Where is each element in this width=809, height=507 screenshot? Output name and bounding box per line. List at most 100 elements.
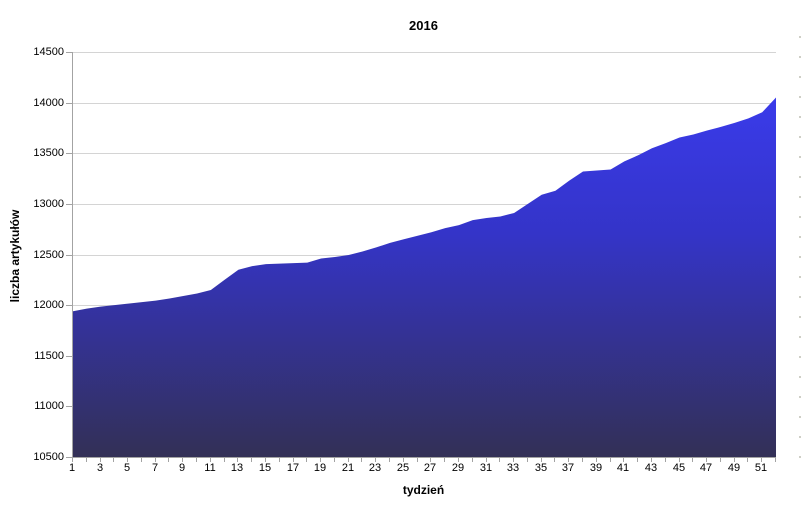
- x-tick-mark: [320, 458, 321, 462]
- y-tick-label: 13000: [33, 198, 64, 210]
- x-tick-mark: [706, 458, 707, 462]
- y-tick-mark: [66, 305, 72, 306]
- x-tick-label: 19: [313, 462, 327, 474]
- x-tick-mark: [692, 458, 693, 462]
- x-tick-mark: [348, 458, 349, 462]
- y-tick-mark: [66, 153, 72, 154]
- x-tick-mark: [486, 458, 487, 462]
- right-edge-dots: [799, 36, 801, 462]
- x-tick-mark: [747, 458, 748, 462]
- x-tick-label: 39: [589, 462, 603, 474]
- x-tick-mark: [168, 458, 169, 462]
- x-tick-mark: [499, 458, 500, 462]
- x-tick-mark: [361, 458, 362, 462]
- x-tick-label: 1: [68, 462, 76, 474]
- x-tick-mark: [623, 458, 624, 462]
- x-tick-mark: [568, 458, 569, 462]
- y-tick-label: 11500: [34, 350, 64, 362]
- area-series: [73, 97, 776, 457]
- x-tick-mark: [734, 458, 735, 462]
- y-tick-label: 13500: [33, 147, 64, 159]
- x-tick-label: 27: [423, 462, 437, 474]
- x-tick-mark: [513, 458, 514, 462]
- y-tick-label: 14500: [33, 46, 64, 58]
- plot-area: [72, 52, 776, 458]
- x-tick-mark: [196, 458, 197, 462]
- y-tick-label: 11000: [34, 400, 64, 412]
- x-tick-mark: [293, 458, 294, 462]
- y-tick-label: 10500: [33, 451, 64, 463]
- area-series-svg: [73, 52, 776, 457]
- x-tick-mark: [72, 458, 73, 462]
- x-tick-label: 35: [534, 462, 548, 474]
- x-tick-mark: [610, 458, 611, 462]
- x-tick-mark: [113, 458, 114, 462]
- x-tick-mark: [582, 458, 583, 462]
- x-tick-mark: [541, 458, 542, 462]
- x-tick-mark: [210, 458, 211, 462]
- y-tick-label: 12000: [33, 299, 64, 311]
- x-tick-mark: [472, 458, 473, 462]
- x-tick-mark: [251, 458, 252, 462]
- x-tick-mark: [155, 458, 156, 462]
- x-tick-mark: [100, 458, 101, 462]
- y-tick-label: 14000: [33, 97, 64, 109]
- x-tick-label: 43: [644, 462, 658, 474]
- x-tick-label: 41: [616, 462, 630, 474]
- x-tick-mark: [596, 458, 597, 462]
- x-tick-mark: [86, 458, 87, 462]
- x-tick-mark: [761, 458, 762, 462]
- x-tick-label: 5: [123, 462, 131, 474]
- y-tick-mark: [66, 457, 72, 458]
- y-tick-mark: [66, 103, 72, 104]
- x-tick-mark: [665, 458, 666, 462]
- y-tick-label: 12500: [33, 249, 64, 261]
- x-tick-mark: [237, 458, 238, 462]
- y-tick-mark: [66, 255, 72, 256]
- x-tick-mark: [141, 458, 142, 462]
- x-tick-mark: [403, 458, 404, 462]
- x-tick-label: 33: [506, 462, 520, 474]
- x-tick-mark: [554, 458, 555, 462]
- x-tick-label: 15: [258, 462, 272, 474]
- x-tick-mark: [224, 458, 225, 462]
- x-tick-mark: [389, 458, 390, 462]
- x-tick-mark: [637, 458, 638, 462]
- y-tick-mark: [66, 406, 72, 407]
- x-tick-mark: [375, 458, 376, 462]
- x-tick-label: 17: [286, 462, 300, 474]
- x-tick-mark: [720, 458, 721, 462]
- x-tick-mark: [334, 458, 335, 462]
- x-tick-mark: [679, 458, 680, 462]
- x-tick-mark: [417, 458, 418, 462]
- x-tick-mark: [651, 458, 652, 462]
- x-tick-mark: [182, 458, 183, 462]
- x-tick-label: 11: [204, 462, 216, 474]
- x-tick-label: 37: [561, 462, 575, 474]
- x-tick-label: 45: [672, 462, 686, 474]
- x-tick-mark: [127, 458, 128, 462]
- y-tick-mark: [66, 204, 72, 205]
- x-tick-label: 49: [727, 462, 741, 474]
- x-tick-label: 51: [754, 462, 768, 474]
- x-tick-mark: [306, 458, 307, 462]
- y-tick-mark: [66, 356, 72, 357]
- x-tick-label: 31: [479, 462, 493, 474]
- x-tick-mark: [430, 458, 431, 462]
- x-tick-mark: [265, 458, 266, 462]
- chart-title: 2016: [409, 18, 438, 33]
- x-tick-mark: [458, 458, 459, 462]
- x-tick-label: 21: [341, 462, 355, 474]
- x-tick-mark: [279, 458, 280, 462]
- x-tick-mark: [527, 458, 528, 462]
- x-tick-label: 25: [396, 462, 410, 474]
- x-tick-mark: [775, 458, 776, 462]
- x-axis-title: tydzień: [402, 483, 445, 497]
- x-tick-mark: [444, 458, 445, 462]
- x-tick-label: 47: [699, 462, 713, 474]
- x-tick-label: 7: [151, 462, 159, 474]
- x-tick-label: 23: [368, 462, 382, 474]
- x-tick-label: 13: [230, 462, 244, 474]
- y-tick-mark: [66, 52, 72, 53]
